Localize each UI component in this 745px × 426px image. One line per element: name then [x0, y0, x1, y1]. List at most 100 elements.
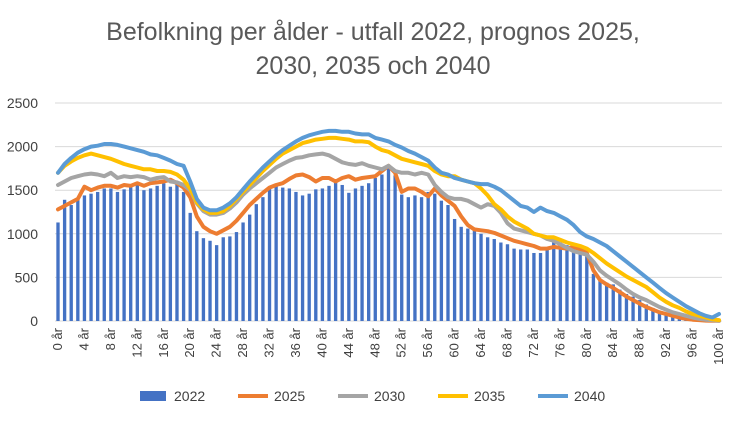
- y-tick-label: 0: [30, 313, 38, 329]
- bar-2022: [155, 185, 159, 321]
- bar-2022: [400, 194, 404, 321]
- bar-2022: [142, 190, 146, 321]
- bar-2022: [327, 185, 331, 321]
- bar-2022: [274, 184, 278, 321]
- bar-2022: [214, 245, 219, 321]
- y-tick-label: 1000: [7, 226, 38, 242]
- bar-2022: [367, 183, 371, 321]
- bar-2022: [221, 237, 225, 321]
- bar-2022: [598, 280, 602, 321]
- bar-2022: [485, 237, 490, 321]
- bar-2022: [459, 226, 463, 321]
- x-tick-label: 40 år: [314, 327, 329, 357]
- bar-2022: [314, 189, 318, 321]
- bar-2022: [300, 195, 305, 321]
- x-tick-label: 36 år: [288, 327, 303, 357]
- bar-2022: [419, 197, 424, 321]
- legend-swatch-2022: [140, 391, 166, 401]
- bar-2022: [267, 188, 272, 321]
- x-tick-label: 72 år: [526, 327, 541, 357]
- bar-2022: [201, 238, 206, 321]
- bar-2022: [307, 193, 311, 321]
- legend-label-2030: 2030: [374, 388, 405, 404]
- bar-2022: [241, 222, 245, 321]
- x-tick-label: 100 år: [711, 327, 726, 365]
- bar-2022: [578, 249, 582, 321]
- chart-title-line-1: Befolkning per ålder - utfall 2022, prog…: [106, 18, 640, 46]
- bar-2022: [380, 174, 384, 321]
- bar-2022: [624, 293, 629, 321]
- x-tick-label: 64 år: [473, 327, 488, 357]
- bar-2022: [122, 189, 126, 321]
- bar-2022: [386, 168, 391, 321]
- bar-2022: [353, 188, 358, 321]
- x-tick-label: 84 år: [605, 327, 620, 357]
- bar-2022: [591, 273, 596, 321]
- bar-2022: [261, 197, 265, 321]
- bar-2022: [340, 184, 344, 321]
- bar-2022: [571, 243, 576, 321]
- bar-2022: [333, 181, 338, 321]
- bar-2022: [532, 252, 536, 321]
- bar-2022: [406, 197, 410, 321]
- bar-2022: [347, 192, 351, 321]
- x-tick-label: 44 år: [341, 327, 356, 357]
- x-tick-label: 28 år: [235, 327, 250, 357]
- bar-2022: [472, 228, 477, 321]
- bar-2022: [102, 188, 106, 321]
- x-tick-label: 92 år: [658, 327, 673, 357]
- bar-2022: [565, 245, 569, 321]
- x-tick-label: 76 år: [552, 327, 567, 357]
- x-tick-label: 20 år: [182, 327, 197, 357]
- bar-2022: [492, 239, 496, 321]
- bar-2022: [248, 214, 252, 321]
- x-tick-label: 32 år: [262, 327, 277, 357]
- bar-2022: [644, 304, 648, 321]
- bar-2022: [446, 205, 450, 321]
- bar-2022: [76, 198, 80, 321]
- line-2040: [56, 128, 721, 320]
- bar-2022: [82, 195, 87, 321]
- bar-2022: [499, 242, 503, 321]
- bar-2022: [558, 242, 563, 321]
- bar-2022: [512, 248, 516, 321]
- bar-2022: [545, 249, 549, 321]
- bar-2022: [433, 193, 437, 321]
- bar-2022: [426, 191, 430, 321]
- legend-label-2025: 2025: [274, 388, 305, 404]
- bar-2022: [638, 300, 642, 321]
- bar-2022: [519, 249, 523, 321]
- bar-2022: [631, 296, 635, 321]
- bar-2022: [129, 186, 133, 321]
- x-tick-label: 0 år: [50, 327, 65, 350]
- y-tick-label: 1500: [7, 182, 38, 198]
- bar-2022: [651, 307, 655, 321]
- y-tick-label: 2500: [7, 95, 38, 111]
- x-tick-label: 52 år: [394, 327, 409, 357]
- bar-2022: [657, 310, 662, 321]
- bar-2022: [109, 188, 113, 321]
- bar-2022: [175, 183, 179, 321]
- bar-2022: [466, 228, 470, 321]
- x-tick-label: 24 år: [209, 327, 224, 357]
- chart-title-line-2: 2030, 2035 och 2040: [256, 52, 491, 80]
- bar-2022: [604, 282, 609, 321]
- x-tick-label: 16 år: [156, 327, 171, 357]
- bar-2022: [181, 191, 186, 321]
- bar-2022: [162, 183, 166, 321]
- bars-2022: [56, 168, 721, 321]
- bar-2022: [618, 289, 622, 321]
- bar-2022: [664, 313, 668, 321]
- bar-2022: [585, 256, 589, 321]
- legend-label-2035: 2035: [474, 388, 505, 404]
- bar-2022: [228, 236, 232, 321]
- x-tick-label: 8 år: [103, 327, 118, 350]
- bar-2022: [168, 186, 173, 321]
- x-tick-label: 56 år: [420, 327, 435, 357]
- bar-2022: [115, 191, 120, 321]
- x-tick-label: 48 år: [367, 327, 382, 357]
- bar-2022: [360, 185, 364, 321]
- bar-2022: [254, 204, 258, 321]
- y-axis-ticks: 0 500 1000 1500 2000 2500: [7, 95, 38, 329]
